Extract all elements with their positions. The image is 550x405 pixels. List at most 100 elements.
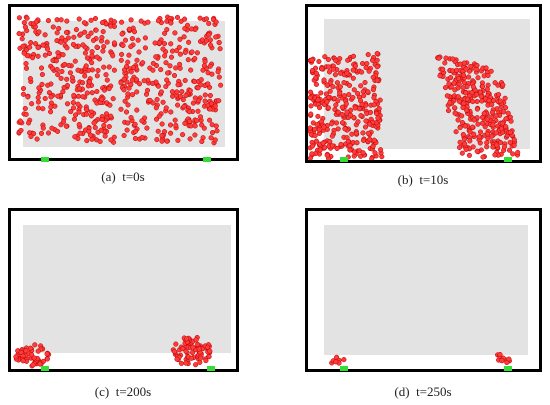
pedestrian-dot xyxy=(324,82,330,88)
pedestrian-dot xyxy=(489,109,496,115)
pedestrian-dot xyxy=(347,142,353,149)
pedestrian-dot xyxy=(164,77,170,83)
pedestrian-dot xyxy=(83,111,90,117)
pedestrian-dot xyxy=(447,100,453,106)
pedestrian-dot xyxy=(136,49,142,55)
pedestrian-dot xyxy=(159,121,165,127)
pedestrian-dot xyxy=(75,93,82,99)
pedestrian-dot xyxy=(359,101,365,107)
pedestrian-dot xyxy=(208,100,215,107)
pedestrian-dot xyxy=(474,98,480,105)
pedestrian-dot xyxy=(474,148,480,154)
pedestrian-dot xyxy=(128,17,134,23)
pedestrian-dot xyxy=(193,362,199,368)
pedestrian-dot xyxy=(184,22,191,28)
pedestrian-dot xyxy=(189,26,195,32)
pedestrian-dot xyxy=(21,20,27,26)
pedestrian-dot xyxy=(316,127,322,133)
pedestrian-dot xyxy=(207,117,213,123)
pedestrian-dot xyxy=(162,53,168,59)
pedestrian-dot xyxy=(326,69,333,75)
pedestrian-layer xyxy=(329,351,512,366)
pedestrian-dot xyxy=(82,73,88,79)
pedestrian-dot xyxy=(203,16,210,22)
pedestrian-dot xyxy=(190,344,196,350)
pedestrian-dot xyxy=(155,83,161,89)
pedestrian-dot xyxy=(184,336,190,342)
pedestrian-dot xyxy=(349,131,355,137)
pedestrian-dot xyxy=(201,63,207,69)
pedestrian-dot xyxy=(28,133,34,140)
pedestrian-dot xyxy=(169,89,175,95)
pedestrian-dot xyxy=(308,95,313,101)
pedestrian-dot xyxy=(142,45,148,51)
pedestrian-layer xyxy=(16,14,224,146)
pedestrian-dot xyxy=(366,68,372,74)
pedestrian-dot xyxy=(466,74,472,80)
pedestrian-dot xyxy=(48,100,54,106)
pedestrian-dot xyxy=(144,87,151,93)
pedestrian-dot xyxy=(188,355,194,361)
pedestrian-dot xyxy=(56,25,62,32)
pedestrian-dot xyxy=(129,36,135,42)
pedestrian-dot xyxy=(365,130,371,136)
pedestrian-dot xyxy=(16,31,22,37)
pedestrian-dot xyxy=(207,42,214,48)
pedestrian-dot xyxy=(168,130,174,136)
pedestrian-dot xyxy=(126,26,132,32)
pedestrian-dot xyxy=(99,20,106,26)
pedestrian-dot xyxy=(128,69,134,75)
pedestrian-dot xyxy=(64,45,70,51)
pedestrian-dot xyxy=(202,98,208,104)
pedestrian-dot xyxy=(139,118,145,124)
pedestrian-dot xyxy=(459,120,466,126)
pedestrian-dot xyxy=(121,87,127,93)
pedestrian-dot xyxy=(30,362,36,368)
pedestrian-dot xyxy=(59,35,65,41)
pedestrian-dot xyxy=(456,144,463,151)
pedestrian-dot xyxy=(121,132,127,139)
pedestrian-dot xyxy=(207,63,213,69)
pedestrian-dot xyxy=(515,149,521,155)
pedestrian-dot xyxy=(60,52,66,58)
pedestrian-dot xyxy=(62,38,68,44)
pedestrian-dot xyxy=(206,20,212,27)
pedestrian-dot xyxy=(474,62,480,68)
pedestrian-dot xyxy=(175,82,181,88)
pedestrian-dot xyxy=(94,88,100,95)
pedestrian-dot xyxy=(474,106,480,112)
pedestrian-dot xyxy=(467,138,473,144)
pedestrian-dot xyxy=(337,84,343,90)
pedestrian-dot xyxy=(464,96,471,102)
pedestrian-dot xyxy=(33,19,39,25)
pedestrian-dot xyxy=(38,65,45,71)
pedestrian-dot xyxy=(76,16,82,22)
pedestrian-dot xyxy=(365,52,371,58)
pedestrian-dot xyxy=(308,111,314,117)
pedestrian-dot xyxy=(24,15,30,21)
pedestrian-dot xyxy=(348,112,354,118)
pedestrian-dot xyxy=(63,123,69,129)
pedestrian-dot xyxy=(213,123,219,129)
pedestrian-dot xyxy=(460,72,467,78)
pedestrian-dot xyxy=(199,138,205,145)
pedestrian-dot xyxy=(175,102,181,108)
pedestrian-dot xyxy=(42,52,48,58)
pedestrian-dot xyxy=(35,99,41,105)
pedestrian-dot xyxy=(442,85,449,91)
pedestrian-dot xyxy=(208,135,214,141)
pedestrian-dot xyxy=(60,119,66,125)
pedestrian-dot xyxy=(80,94,86,100)
pedestrian-dot xyxy=(463,146,469,153)
pedestrian-dot xyxy=(188,67,194,73)
pedestrian-dot xyxy=(352,63,358,69)
pedestrian-dot xyxy=(325,56,331,63)
pedestrian-dot xyxy=(308,125,313,131)
pedestrian-dot xyxy=(309,143,316,149)
pedestrian-dot xyxy=(183,360,189,366)
pedestrian-dot xyxy=(70,41,76,48)
pedestrian-dot xyxy=(181,34,187,40)
pedestrian-dot xyxy=(350,67,356,73)
pedestrian-dot xyxy=(333,102,339,108)
pedestrian-dot xyxy=(346,82,353,88)
